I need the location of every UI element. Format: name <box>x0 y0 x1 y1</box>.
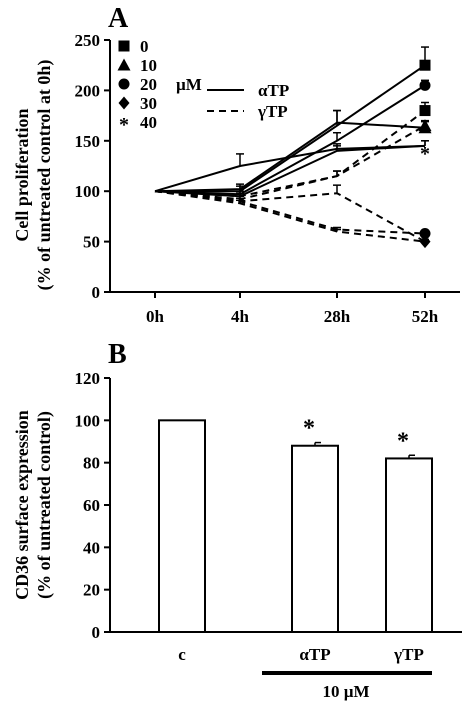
series-gamma-40 <box>154 190 426 243</box>
legend-dose-label: 10 <box>140 56 157 75</box>
panel-a-ylabel2: (% of untreated control at 0h) <box>34 60 55 291</box>
panel-b-xtick-label: αTP <box>299 645 330 664</box>
panel-b-ytick-label: 0 <box>92 623 101 642</box>
panel-a-ytick-label: 0 <box>92 283 101 302</box>
panel-a-xtick-label: 4h <box>231 307 250 326</box>
panel-a-xtick-label: 52h <box>412 307 439 326</box>
panel-b-ytick-label: 60 <box>83 496 100 515</box>
panel-b-ytick-label: 120 <box>75 369 101 388</box>
legend-marker-square <box>118 40 130 52</box>
series-gamma-0 <box>154 109 426 198</box>
marker-square <box>419 59 431 71</box>
svg-text:*: * <box>420 234 430 256</box>
panel-b-ytick-label: 20 <box>83 581 100 600</box>
panel-a-label: A <box>108 3 129 34</box>
legend-dose-label: 40 <box>140 113 157 132</box>
marker-diamond <box>419 235 431 249</box>
svg-text:*: * <box>119 114 129 136</box>
panel-a-ytick-label: 150 <box>75 132 101 151</box>
panel-b-ytick-label: 40 <box>83 538 100 557</box>
panel-b-xtick-label: γTP <box>393 645 424 664</box>
marker-circle <box>419 228 431 240</box>
series-gamma-10 <box>154 124 426 201</box>
series-alpha-20 <box>154 84 426 196</box>
panel-a-ytick-label: 250 <box>75 31 101 50</box>
legend-dose-label: 0 <box>140 37 149 56</box>
legend-dose-unit: µM <box>176 75 202 94</box>
marker-triangle <box>418 119 432 132</box>
bar <box>291 444 339 633</box>
legend-marker-triangle <box>117 58 131 71</box>
panel-a-xtick-label: 0h <box>146 307 165 326</box>
panel-a-ytick-label: 50 <box>83 233 100 252</box>
annotation-star: * <box>420 143 430 165</box>
panel-a-ytick-label: 200 <box>75 81 101 100</box>
panel-a-xtick-label: 28h <box>324 307 351 326</box>
panel-a-ytick-label: 100 <box>75 182 101 201</box>
bar <box>385 457 433 633</box>
series-alpha-40 <box>154 144 426 193</box>
series-alpha-30 <box>154 144 426 198</box>
panel-a-ylabel: Cell proliferation <box>12 108 32 241</box>
series-alpha-10 <box>154 121 426 193</box>
legend-line-label: αTP <box>258 81 289 100</box>
legend-line-label: γTP <box>257 102 288 121</box>
legend-marker-star: * <box>119 114 129 136</box>
series-gamma-30 <box>154 190 426 243</box>
legend-dose-label: 20 <box>140 75 157 94</box>
group-label: 10 µM <box>322 682 369 701</box>
significance-star: * <box>303 416 315 442</box>
panel-b-ytick-label: 100 <box>75 411 101 430</box>
marker-circle <box>419 79 431 91</box>
panel-b-label: B <box>108 339 127 370</box>
bar <box>158 419 206 634</box>
panel-b-ylabel: CD36 surface expression <box>12 410 32 600</box>
marker-star: * <box>420 234 430 256</box>
legend-marker-diamond <box>118 96 130 110</box>
panel-b-ytick-label: 80 <box>83 454 100 473</box>
panel-b-ylabel2: (% of untreated control) <box>34 411 55 599</box>
significance-star: * <box>397 428 409 454</box>
panel-b-xtick-label: c <box>178 645 186 664</box>
legend-marker-circle <box>118 78 130 90</box>
marker-square <box>419 105 431 117</box>
panel-b-plot: 0 20 40 60 80 100 120 c αTP γTP * * 10 µM <box>75 369 462 701</box>
legend-dose-label: 30 <box>140 94 157 113</box>
